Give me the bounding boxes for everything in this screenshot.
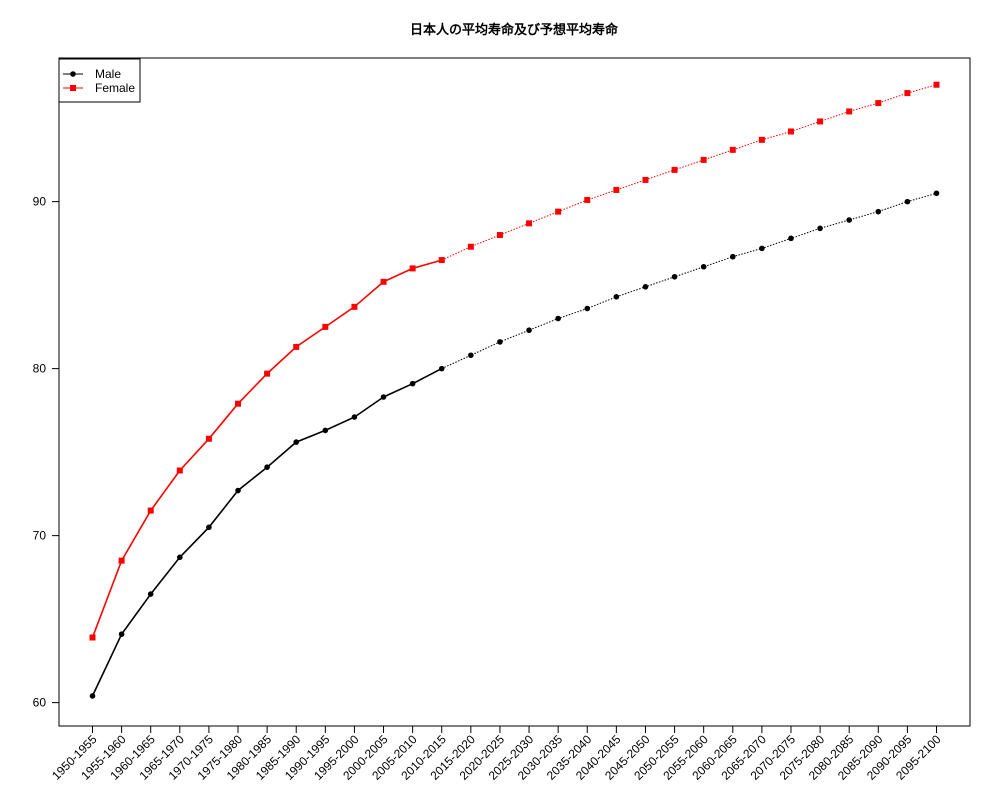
male-point bbox=[293, 439, 300, 445]
male-point bbox=[264, 464, 270, 470]
female-line-observed bbox=[91, 259, 442, 638]
female-point bbox=[322, 323, 329, 330]
female-point bbox=[758, 136, 765, 143]
y-tick-label: 70 bbox=[33, 529, 47, 543]
female-point bbox=[351, 303, 358, 310]
female-point bbox=[526, 220, 533, 227]
male-point bbox=[177, 554, 183, 561]
legend-marker-female bbox=[70, 85, 76, 91]
male-point bbox=[147, 591, 154, 597]
y-tick-label: 80 bbox=[33, 362, 47, 376]
female-line-projected bbox=[441, 84, 937, 261]
male-point bbox=[642, 283, 649, 290]
legend-marker-male bbox=[70, 71, 76, 77]
chart-title: 日本人の平均寿命及び予想平均寿命 bbox=[410, 22, 619, 38]
female-point bbox=[264, 370, 271, 377]
female-point bbox=[729, 146, 736, 153]
male-point bbox=[409, 380, 416, 387]
male-point bbox=[875, 208, 882, 215]
female-point bbox=[875, 100, 882, 107]
female-point bbox=[496, 232, 503, 239]
male-point bbox=[555, 315, 561, 322]
female-point bbox=[613, 186, 620, 193]
female-point bbox=[584, 196, 591, 203]
male-point bbox=[933, 190, 940, 197]
female-point bbox=[205, 435, 212, 442]
y-tick-label: 90 bbox=[33, 195, 47, 209]
female-point bbox=[147, 507, 154, 514]
male-point bbox=[438, 365, 445, 372]
male-point bbox=[846, 217, 852, 223]
female-point bbox=[235, 400, 242, 407]
male-line-projected bbox=[441, 192, 937, 370]
male-point bbox=[206, 524, 212, 531]
legend-box bbox=[58, 58, 141, 103]
female-point bbox=[380, 278, 387, 285]
legend-label-male: Male bbox=[95, 67, 121, 81]
plot-frame bbox=[58, 57, 971, 727]
female-point bbox=[933, 81, 940, 88]
male-point bbox=[759, 245, 765, 252]
legend-label-female: Female bbox=[95, 81, 135, 95]
male-point bbox=[468, 352, 474, 359]
male-point bbox=[89, 693, 96, 699]
female-point bbox=[409, 265, 416, 272]
male-point bbox=[351, 414, 358, 420]
female-point bbox=[555, 208, 562, 215]
male-point bbox=[380, 394, 387, 400]
female-point bbox=[438, 257, 445, 264]
male-point bbox=[526, 327, 532, 334]
male-point bbox=[788, 235, 794, 242]
y-tick-label: 60 bbox=[33, 696, 47, 710]
female-point bbox=[642, 176, 649, 183]
male-point bbox=[671, 273, 678, 280]
male-point bbox=[584, 305, 591, 312]
female-point bbox=[176, 467, 183, 474]
female-point bbox=[817, 118, 824, 125]
male-point bbox=[497, 339, 503, 345]
female-point bbox=[89, 634, 96, 641]
female-point bbox=[846, 108, 853, 115]
male-line-observed bbox=[91, 367, 443, 697]
female-point bbox=[293, 343, 300, 350]
female-point bbox=[904, 90, 911, 97]
male-point bbox=[729, 253, 736, 260]
female-point bbox=[467, 243, 474, 250]
male-point bbox=[613, 294, 620, 300]
female-point bbox=[118, 557, 125, 564]
female-point bbox=[700, 156, 707, 163]
female-point bbox=[787, 128, 794, 135]
male-point bbox=[118, 631, 125, 637]
axes: 1950-19551955-19601960-19651965-19701970… bbox=[33, 195, 944, 783]
female-point bbox=[671, 166, 678, 173]
male-point bbox=[700, 263, 707, 270]
series-layer bbox=[89, 81, 940, 699]
male-point bbox=[235, 487, 241, 494]
male-point bbox=[817, 225, 823, 232]
male-point bbox=[904, 198, 911, 205]
male-point bbox=[322, 427, 329, 434]
